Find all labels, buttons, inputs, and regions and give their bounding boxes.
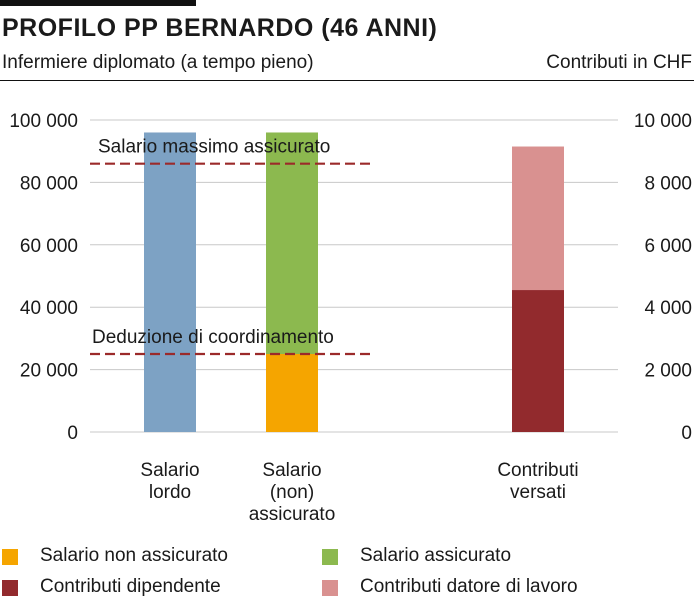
bar-segment-salario-assicurato bbox=[266, 132, 318, 354]
category-label: versati bbox=[510, 482, 566, 503]
right-axis-tick-label: 2 000 bbox=[644, 361, 692, 382]
category-label: Salario bbox=[140, 460, 199, 481]
category-label: Contributi bbox=[497, 460, 578, 481]
bar-segment-contributi-dipendente bbox=[512, 290, 564, 432]
header-divider bbox=[0, 80, 694, 81]
legend-swatch bbox=[2, 549, 18, 565]
right-axis-tick-label: 0 bbox=[681, 423, 692, 444]
category-label: (non) bbox=[270, 482, 314, 503]
left-axis-tick-label: 40 000 bbox=[20, 298, 78, 319]
category-label: lordo bbox=[149, 482, 191, 503]
legend-swatch bbox=[2, 580, 18, 596]
chart-subtitle: Infermiere diplomato (a tempo pieno) bbox=[2, 52, 314, 73]
left-axis-tick-label: 100 000 bbox=[9, 111, 78, 132]
left-axis-tick-label: 80 000 bbox=[20, 173, 78, 194]
legend-swatch bbox=[322, 549, 338, 565]
units-label: Contributi in CHF bbox=[546, 52, 692, 73]
legend-label: Contributi datore di lavoro bbox=[360, 576, 578, 597]
legend-label: Salario non assicurato bbox=[40, 545, 228, 566]
bar-segment-salario-lordo bbox=[144, 132, 196, 433]
category-label: assicurato bbox=[249, 504, 336, 525]
legend-label: Salario assicurato bbox=[360, 545, 512, 566]
category-label: Salario bbox=[262, 460, 321, 481]
reference-line-label: Deduzione di coordinamento bbox=[92, 327, 334, 348]
left-axis-tick-label: 60 000 bbox=[20, 236, 78, 257]
reference-line-label: Salario massimo assicurato bbox=[98, 137, 330, 158]
bar-segment-salario-non-assicurato bbox=[266, 354, 318, 432]
right-axis-tick-label: 4 000 bbox=[644, 298, 692, 319]
chart-title: PROFILO PP BERNARDO (46 ANNI) bbox=[2, 14, 438, 42]
legend-swatch bbox=[322, 580, 338, 596]
right-axis-tick-label: 8 000 bbox=[644, 173, 692, 194]
bar-segment-contributi-datore-di-lavoro bbox=[512, 146, 564, 291]
legend-label: Contributi dipendente bbox=[40, 576, 221, 597]
right-axis-tick-label: 6 000 bbox=[644, 236, 692, 257]
title-accent-bar bbox=[0, 0, 196, 6]
left-axis-tick-label: 0 bbox=[67, 423, 78, 444]
right-axis-tick-label: 10 000 bbox=[634, 111, 692, 132]
left-axis-tick-label: 20 000 bbox=[20, 361, 78, 382]
